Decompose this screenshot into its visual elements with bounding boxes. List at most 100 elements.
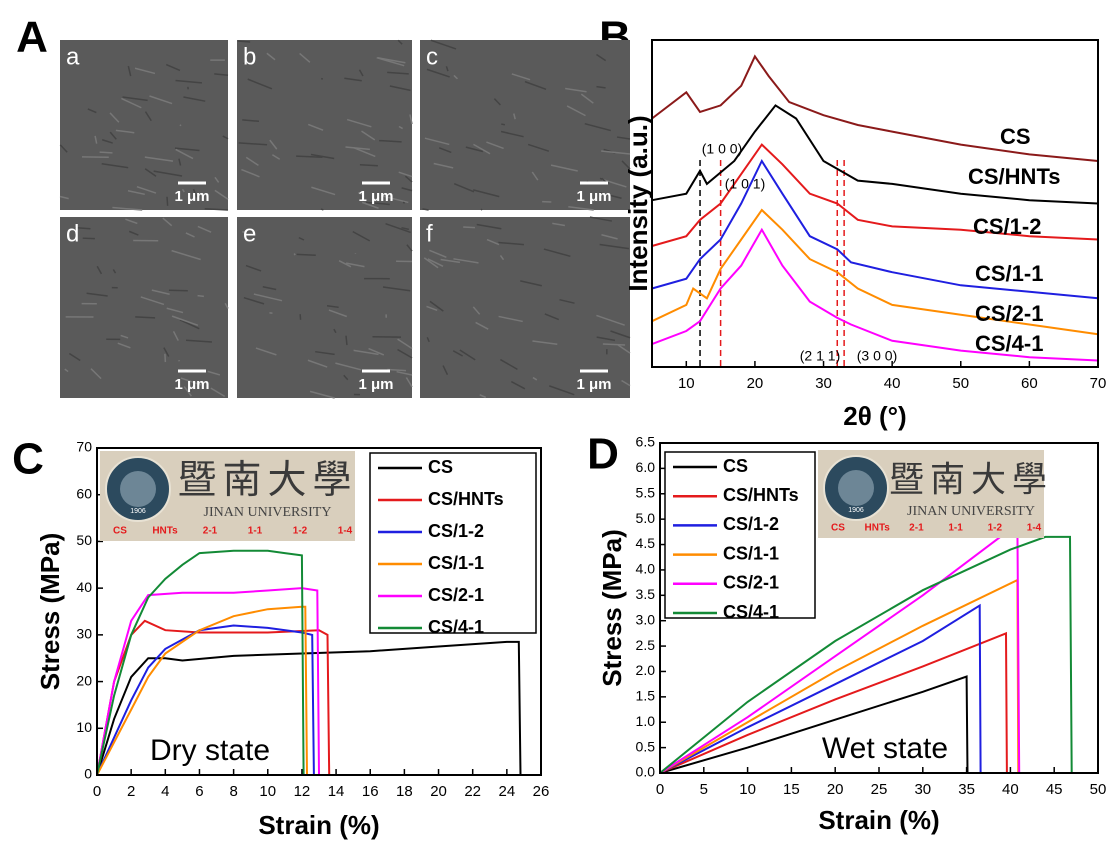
sem-texture — [74, 226, 91, 230]
inset-seal-year: 1906 — [130, 508, 146, 515]
inset-sample-label: HNTs — [865, 523, 891, 534]
x-tick-label: 10 — [739, 781, 756, 798]
sem-texture — [197, 225, 212, 233]
sem-texture — [476, 223, 502, 230]
inset-sample-label: 1-2 — [988, 523, 1003, 534]
sem-texture — [499, 254, 505, 261]
sem-image — [60, 217, 228, 398]
sem-texture — [345, 146, 370, 151]
legend-label: CS/HNTs — [723, 485, 799, 505]
series-label: CS/1-1 — [975, 261, 1043, 286]
sem-texture — [524, 80, 547, 91]
sem-texture — [473, 189, 500, 198]
inset-sample-label: CS — [113, 526, 127, 537]
x-tick-label: 10 — [259, 783, 276, 800]
sem-texture — [616, 136, 631, 140]
sem-texture — [621, 160, 631, 170]
sem-texture — [380, 194, 409, 204]
sem-texture — [452, 350, 463, 357]
sem-texture — [241, 168, 260, 178]
sem-texture — [397, 39, 403, 45]
sem-texture — [296, 155, 323, 158]
y-tick-label: 20 — [76, 672, 92, 688]
sem-texture — [404, 175, 413, 183]
x-tick-label: 20 — [430, 783, 447, 800]
sem-texture — [125, 218, 138, 225]
plot-frame — [651, 39, 1099, 368]
data-line — [651, 104, 1099, 205]
data-line — [96, 640, 522, 776]
sem-texture — [498, 241, 525, 246]
sem-texture — [266, 52, 276, 61]
sem-texture — [59, 144, 68, 153]
sem-texture — [311, 186, 336, 196]
y-tick-label: 0.5 — [636, 738, 656, 754]
y-tick-label: 0 — [84, 766, 92, 782]
sem-texture — [510, 380, 526, 390]
x-tick-label: 25 — [871, 781, 888, 798]
sem-texture — [307, 123, 324, 131]
x-axis-label: 2θ (°) — [843, 401, 906, 431]
plot-frame — [96, 447, 542, 776]
sem-texture — [178, 158, 182, 166]
sem-texture — [109, 112, 120, 123]
sem-texture — [247, 78, 273, 90]
peak-label: (1 0 0) — [702, 141, 742, 157]
scale-bar-label: 1 μm — [174, 188, 209, 205]
sem-texture — [320, 208, 324, 211]
data-line — [659, 631, 1008, 774]
sem-texture — [149, 95, 173, 105]
y-tick-label: 70 — [76, 439, 92, 455]
sem-texture — [426, 305, 438, 312]
legend-label: CS — [428, 457, 453, 477]
sem-texture — [90, 368, 102, 380]
sem-texture — [427, 258, 444, 268]
sem-texture — [335, 362, 362, 371]
x-tick-label: 10 — [678, 375, 695, 392]
inset-sample-label: 1-4 — [338, 526, 353, 537]
sem-texture — [310, 153, 335, 160]
legend-label: CS/1-2 — [723, 514, 779, 534]
sem-texture — [527, 143, 550, 152]
x-tick-label: 5 — [700, 781, 708, 798]
sem-texture — [298, 236, 305, 241]
sem-image-label: e — [243, 220, 256, 247]
sem-texture — [344, 77, 362, 82]
y-axis-label: Stress (MPa) — [35, 533, 65, 691]
sem-texture — [204, 208, 229, 211]
sem-texture — [168, 289, 188, 292]
sem-texture — [453, 183, 475, 193]
sem-texture — [185, 339, 212, 343]
sem-texture — [353, 349, 379, 356]
legend-box — [664, 451, 816, 619]
inset-subtitle: JINAN UNIVERSITY — [907, 504, 1035, 519]
x-tick-label: 14 — [328, 783, 345, 800]
x-tick-label: 4 — [161, 783, 169, 800]
inset-sample-label: 2-1 — [909, 523, 924, 534]
sem-texture — [179, 124, 182, 127]
sem-texture — [387, 368, 407, 372]
sem-image-label: a — [66, 43, 80, 70]
sem-texture — [389, 85, 411, 92]
sem-image — [420, 217, 630, 398]
sem-texture — [401, 226, 410, 231]
x-tick-label: 30 — [815, 375, 832, 392]
sem-texture — [602, 343, 626, 346]
sem-texture — [601, 234, 618, 240]
x-tick-label: 24 — [499, 783, 516, 800]
sem-texture — [440, 258, 461, 264]
sem-texture — [402, 201, 406, 204]
y-tick-label: 6.5 — [636, 434, 656, 450]
x-tick-label: 40 — [1002, 781, 1019, 798]
sem-texture — [68, 352, 81, 362]
sem-texture — [163, 347, 170, 357]
series-label: CS/2-1 — [975, 301, 1043, 326]
sem-texture — [214, 189, 229, 200]
scale-bar-label: 1 μm — [576, 188, 611, 205]
sem-texture — [243, 296, 265, 305]
sem-texture — [328, 309, 348, 318]
sem-texture — [453, 74, 458, 80]
sem-texture — [64, 368, 69, 373]
sem-texture — [423, 257, 439, 269]
